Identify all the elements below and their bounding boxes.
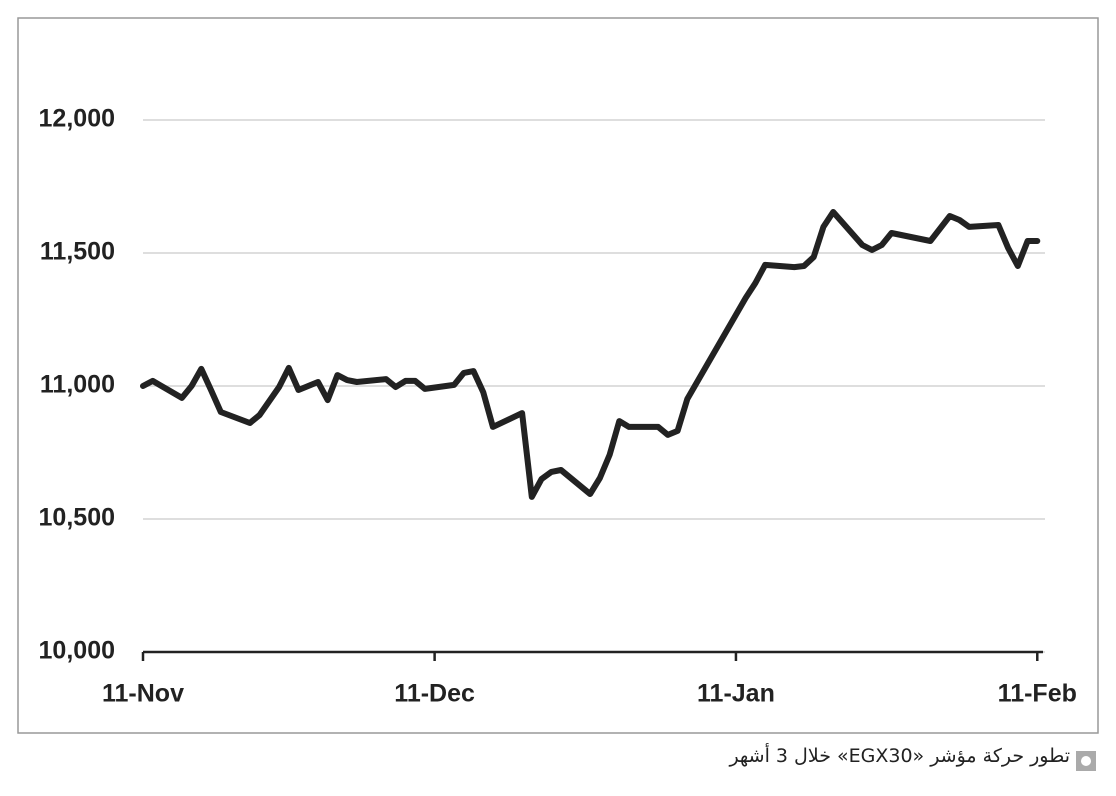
y-tick-label: 12,000 <box>39 105 115 133</box>
y-tick-label: 10,000 <box>39 637 115 665</box>
y-tick-label: 11,000 <box>40 371 115 399</box>
chart-frame <box>17 17 1099 734</box>
x-tick-label: 11-Jan <box>697 680 775 708</box>
y-tick-label: 10,500 <box>39 504 115 532</box>
line <box>140 209 1041 500</box>
x-tick-label: 11-Dec <box>394 680 475 708</box>
x-tick-label: 11-Nov <box>102 680 184 708</box>
y-tick-label: 11,500 <box>40 238 115 266</box>
caption-icon-dot <box>1081 756 1091 766</box>
x-tick-label: 11-Feb <box>998 680 1077 708</box>
caption: تطور حركة مؤشر «EGX30» خلال 3 أشهر <box>729 745 1070 767</box>
